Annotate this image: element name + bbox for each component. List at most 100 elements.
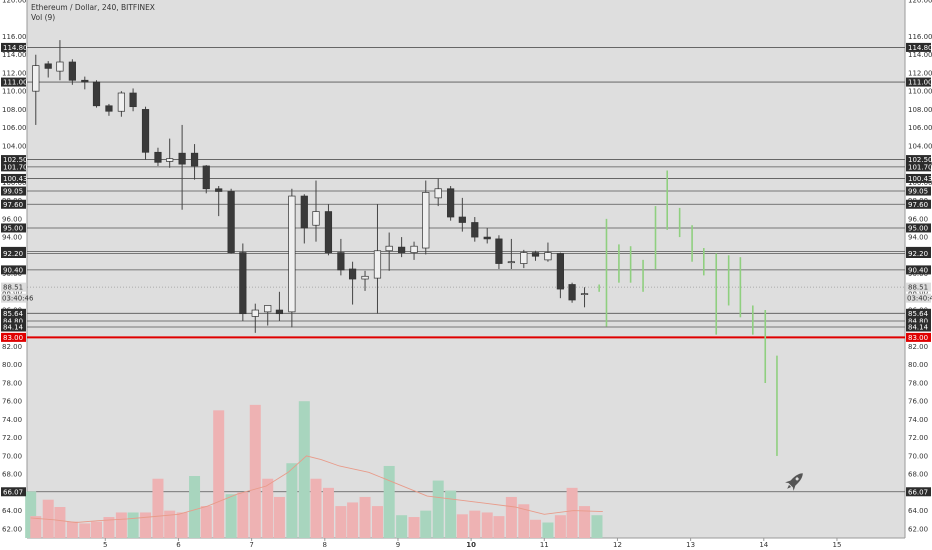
volume-bar (262, 478, 274, 538)
volume-bar (322, 487, 334, 538)
candle-body (348, 268, 357, 280)
y-tick-label-left: 78.00 (2, 379, 22, 387)
y-tick-label-left: 116.00 (2, 33, 27, 41)
y-tick-label-left: 112.00 (2, 69, 27, 77)
volume-bar (152, 478, 164, 538)
y-tick-label-right: 116.00 (908, 33, 932, 41)
price-tag-right: 99.05 (908, 188, 928, 196)
price-tag-right: 88.51 (908, 284, 928, 292)
price-tag-left-bg (1, 199, 26, 209)
y-tick-label-left: 68.00 (2, 471, 22, 479)
volume-bar (493, 516, 505, 538)
volume-bar (591, 515, 603, 538)
y-tick-label-left: 62.00 (2, 525, 22, 533)
volume-bar (273, 496, 285, 538)
price-tag-right-bg (906, 173, 931, 183)
candle-body (68, 61, 76, 81)
candle-body (154, 151, 162, 163)
price-tag-right: 85.64 (908, 310, 929, 318)
candle-body (81, 79, 89, 83)
price-tag-right-bg (906, 199, 931, 209)
price-tag-right-bg (906, 308, 931, 318)
price-tag-left-bg (1, 223, 26, 233)
price-tag-left: 101.70 (3, 163, 28, 171)
chart-title: Ethereum / Dollar, 240, BITFINEX (31, 3, 155, 12)
candle-body (568, 284, 576, 301)
price-tag-right: 100.43 (908, 175, 932, 183)
candle-body (458, 216, 466, 223)
candle-body (56, 61, 64, 72)
volume-bar (359, 496, 371, 538)
price-tag-right-bg (906, 162, 931, 172)
plot-area[interactable] (27, 0, 905, 538)
volume-bar (30, 516, 42, 538)
price-tag-right-bg (906, 223, 931, 233)
projection-layer (598, 170, 778, 456)
candle-body (495, 238, 503, 264)
price-tag-right: 90.40 (908, 266, 928, 274)
volume-bar (420, 510, 432, 538)
price-tag-right: 102.50 (908, 156, 932, 164)
price-tag-left: 100.43 (3, 175, 28, 183)
volume-bar (189, 475, 201, 538)
candle-body (324, 211, 333, 253)
candle-body (447, 188, 455, 218)
price-tag-right: 92.20 (908, 250, 928, 258)
price-tag-right-bg (906, 155, 931, 165)
y-tick-label-left: 82.00 (2, 343, 22, 351)
candle-body (531, 252, 540, 257)
price-tag-right-bg (906, 248, 931, 258)
price-tag-right: 83.00 (908, 334, 928, 342)
price-tag-right: 84.14 (908, 323, 929, 331)
volume-ma-line (30, 455, 603, 523)
volume-bar (25, 491, 37, 538)
volume-bar (432, 480, 444, 538)
candle-body (227, 191, 235, 253)
volume-bar (469, 510, 481, 538)
candle-body (300, 195, 308, 229)
candle-body (434, 188, 442, 199)
y-tick-label-left: 76.00 (2, 398, 22, 406)
y-tick-label-right: 64.00 (908, 507, 928, 515)
y-tick-label-right: 96.00 (908, 215, 928, 223)
price-tag-left-bg (1, 487, 26, 497)
price-tag-left: 95.00 (3, 224, 23, 232)
price-tag-left-bg (1, 282, 26, 292)
y-tick-label-right: 80.00 (908, 361, 928, 369)
price-tag-left-bg (1, 162, 26, 172)
price-tag-right: 111.00 (908, 79, 932, 87)
volume-bar (115, 512, 127, 538)
price-tag-right-bg (906, 77, 931, 87)
candle-body (520, 252, 528, 264)
price-tag-left-bg (1, 42, 26, 52)
x-tick-label: 8 (323, 541, 327, 549)
y-tick-label-right: 74.00 (908, 416, 928, 424)
volume-bar (103, 517, 115, 538)
y-tick-label-left: 70.00 (2, 452, 22, 460)
y-tick-label-left: 72.00 (2, 434, 22, 442)
candle-body (544, 252, 552, 261)
y-tick-label-right: 114.00 (908, 51, 932, 59)
price-tag-left-bg (1, 155, 26, 165)
candle-body (129, 92, 137, 108)
price-tag-left: 92.20 (3, 250, 23, 258)
candle-body (361, 275, 369, 280)
volume-bar (237, 492, 249, 538)
rocket-icon (785, 473, 803, 491)
volume-bar (481, 512, 493, 538)
x-tick-label: 11 (540, 541, 549, 549)
y-tick-label-right: 68.00 (908, 471, 928, 479)
price-tag-left-bg (1, 308, 26, 318)
volume-bar (310, 478, 322, 538)
volume-bar (371, 506, 383, 538)
volume-bar (127, 512, 139, 538)
price-tag-left-bg (1, 332, 26, 342)
price-tag-right: 66.07 (908, 488, 928, 496)
price-tag-left: 99.05 (3, 188, 23, 196)
y-tick-label-left: 88.00 (2, 288, 22, 296)
candle-body (190, 152, 199, 167)
candle-body (215, 188, 223, 192)
candle-body (556, 253, 564, 290)
y-tick-label-right: 108.00 (908, 106, 932, 114)
